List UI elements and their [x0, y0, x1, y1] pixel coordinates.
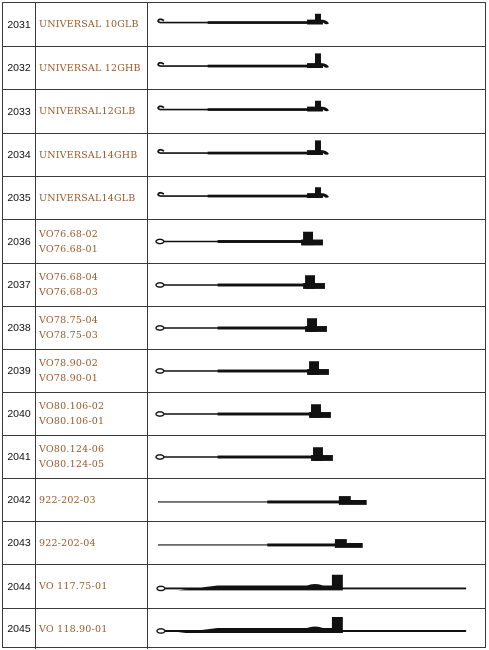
part-code: VO76.68-01 [39, 243, 98, 255]
thin-needle-step-butt-icon [157, 539, 363, 548]
item-number: 2041 [3, 436, 36, 478]
table-row: 2033 UNIVERSAL12GLB [3, 90, 485, 134]
long-needle-with-notch-icon [156, 574, 467, 592]
part-codes: VO80.124-06 VO80.124-05 [36, 436, 148, 478]
item-number: 2040 [3, 393, 36, 435]
part-codes: UNIVERSAL 10GLB [36, 3, 148, 46]
eye-needle-square-butt-icon [155, 361, 329, 375]
eye-needle-square-butt-icon [155, 275, 325, 289]
part-code: VO80.106-01 [39, 416, 105, 427]
part-codes: VO78.90-02 VO78.90-01 [36, 350, 148, 392]
needle-illustration [148, 393, 485, 435]
part-code: VO80.124-06 [39, 444, 105, 455]
part-code: UNIVERSAL12GLB [39, 106, 136, 117]
part-code: 922-202-03 [39, 494, 96, 506]
part-codes: VO78.75-04 VO78.75-03 [36, 307, 148, 349]
table-row: 2035 UNIVERSAL14GLB [3, 177, 485, 220]
table-row: 2042 922-202-03 [3, 479, 485, 522]
needle-illustration [148, 47, 485, 89]
needle-illustration [148, 90, 485, 133]
part-code: UNIVERSAL 12GHB [39, 62, 141, 74]
eye-needle-square-butt-icon [155, 318, 327, 332]
part-codes: VO76.68-02 VO76.68-01 [36, 220, 148, 263]
latch-needle-tall-hook-icon [157, 140, 329, 155]
part-codes: VO80.106-02 VO80.106-01 [36, 393, 148, 435]
part-codes: 922-202-04 [36, 522, 148, 564]
long-needle-with-notch-icon [156, 617, 467, 634]
part-codes: UNIVERSAL14GHB [36, 134, 148, 176]
item-number: 2031 [3, 3, 36, 46]
part-code: VO 117.75-01 [39, 581, 108, 592]
table-row: 2041 VO80.124-06 VO80.124-05 [3, 436, 485, 479]
needle-illustration [148, 436, 485, 478]
needle-illustration [148, 479, 485, 521]
item-number: 2045 [3, 609, 36, 649]
thin-needle-step-butt-icon [157, 496, 367, 505]
part-code: VO80.106-02 [39, 401, 105, 412]
part-code: VO76.68-03 [39, 287, 98, 298]
table-row: 2034 UNIVERSAL14GHB [3, 134, 485, 177]
needle-illustration [148, 134, 485, 176]
part-code: VO76.68-04 [39, 272, 98, 283]
eye-needle-square-butt-icon [155, 404, 331, 418]
table-row: 2044 VO 117.75-01 [3, 565, 485, 609]
table-row: 2043 922-202-04 [3, 522, 485, 565]
part-codes: 922-202-03 [36, 479, 148, 521]
latch-needle-small-hook-icon [157, 100, 329, 112]
needle-illustration [148, 350, 485, 392]
latch-needle-tall-hook-icon [157, 53, 329, 68]
item-number: 2037 [3, 264, 36, 306]
needle-illustration [148, 307, 485, 349]
latch-needle-small-hook-icon [157, 13, 329, 25]
item-number: 2036 [3, 220, 36, 263]
item-number: 2039 [3, 350, 36, 392]
item-number: 2042 [3, 479, 36, 521]
part-code: VO78.75-04 [39, 315, 98, 326]
part-codes: VO 118.90-01 [36, 609, 148, 649]
part-codes: UNIVERSAL14GLB [36, 177, 148, 219]
part-codes: UNIVERSAL 12GHB [36, 47, 148, 89]
needle-illustration [148, 609, 485, 649]
part-codes: VO76.68-04 VO76.68-03 [36, 264, 148, 306]
table-row: 2040 VO80.106-02 VO80.106-01 [3, 393, 485, 436]
part-code: VO 118.90-01 [39, 623, 108, 635]
item-number: 2034 [3, 134, 36, 176]
table-row: 2045 VO 118.90-01 [3, 609, 485, 649]
item-number: 2032 [3, 47, 36, 89]
part-code: VO76.68-02 [39, 228, 98, 240]
needle-illustration [148, 522, 485, 564]
part-code: UNIVERSAL14GLB [39, 192, 136, 204]
part-code: VO78.90-02 [39, 358, 98, 369]
eye-needle-square-butt-icon [155, 447, 333, 461]
table-row: 2037 VO76.68-04 VO76.68-03 [3, 264, 485, 307]
part-code: VO78.90-01 [39, 373, 98, 384]
table-row: 2039 VO78.90-02 VO78.90-01 [3, 350, 485, 393]
needle-illustration [148, 565, 485, 608]
part-code: UNIVERSAL 10GLB [39, 19, 139, 30]
table-row: 2031 UNIVERSAL 10GLB [3, 3, 485, 47]
item-number: 2043 [3, 522, 36, 564]
part-code: UNIVERSAL14GHB [39, 149, 138, 161]
needle-illustration [148, 264, 485, 306]
part-code: VO78.75-03 [39, 330, 98, 341]
item-number: 2035 [3, 177, 36, 219]
item-number: 2033 [3, 90, 36, 133]
eye-needle-square-butt-icon [155, 231, 323, 246]
latch-needle-small-hook-icon [157, 187, 329, 198]
part-codes: VO 117.75-01 [36, 565, 148, 608]
item-number: 2038 [3, 307, 36, 349]
needle-illustration [148, 177, 485, 219]
table-row: 2032 UNIVERSAL 12GHB [3, 47, 485, 90]
part-codes: UNIVERSAL12GLB [36, 90, 148, 133]
needle-illustration [148, 220, 485, 263]
part-code: VO80.124-05 [39, 459, 105, 470]
part-code: 922-202-04 [39, 537, 96, 549]
table-row: 2036 VO76.68-02 VO76.68-01 [3, 220, 485, 264]
needle-illustration [148, 3, 485, 46]
table-row: 2038 VO78.75-04 VO78.75-03 [3, 307, 485, 350]
item-number: 2044 [3, 565, 36, 608]
